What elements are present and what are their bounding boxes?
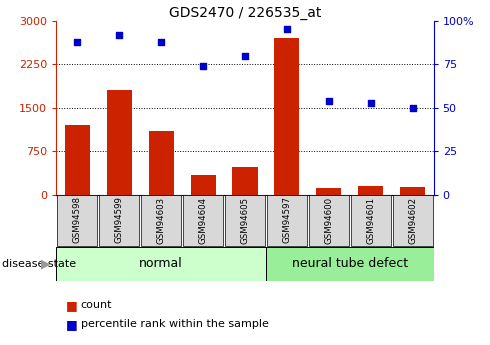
Bar	[274, 38, 299, 195]
Text: GSM94600: GSM94600	[324, 197, 333, 244]
Point	[115, 32, 123, 37]
Bar	[191, 175, 216, 195]
FancyBboxPatch shape	[141, 195, 181, 246]
Text: GSM94597: GSM94597	[282, 197, 292, 244]
Bar	[232, 167, 258, 195]
FancyBboxPatch shape	[99, 195, 139, 246]
Text: GSM94605: GSM94605	[241, 197, 249, 244]
Point	[241, 53, 249, 58]
Point	[409, 105, 416, 111]
Text: percentile rank within the sample: percentile rank within the sample	[81, 319, 269, 329]
Point	[199, 63, 207, 69]
Text: ▶: ▶	[41, 257, 51, 270]
Title: GDS2470 / 226535_at: GDS2470 / 226535_at	[169, 6, 321, 20]
Text: ■: ■	[66, 318, 78, 331]
Text: disease state: disease state	[2, 259, 76, 269]
Point	[367, 100, 375, 105]
Text: GSM94601: GSM94601	[366, 197, 375, 244]
Point	[74, 39, 81, 45]
Text: GSM94604: GSM94604	[198, 197, 208, 244]
FancyBboxPatch shape	[351, 195, 391, 246]
Bar	[107, 90, 132, 195]
FancyBboxPatch shape	[392, 195, 433, 246]
Text: neural tube defect: neural tube defect	[292, 257, 408, 270]
Point	[283, 27, 291, 32]
Text: GSM94603: GSM94603	[157, 197, 166, 244]
Bar	[358, 186, 383, 195]
Point	[325, 98, 333, 104]
Text: normal: normal	[139, 257, 183, 270]
Text: ■: ■	[66, 299, 78, 312]
Text: GSM94602: GSM94602	[408, 197, 417, 244]
FancyBboxPatch shape	[183, 195, 223, 246]
Bar	[148, 131, 174, 195]
Bar	[65, 125, 90, 195]
FancyBboxPatch shape	[266, 247, 434, 281]
FancyBboxPatch shape	[56, 247, 266, 281]
FancyBboxPatch shape	[57, 195, 98, 246]
Text: GSM94599: GSM94599	[115, 197, 124, 243]
Bar	[400, 187, 425, 195]
FancyBboxPatch shape	[225, 195, 265, 246]
Text: GSM94598: GSM94598	[73, 197, 82, 244]
FancyBboxPatch shape	[309, 195, 349, 246]
FancyBboxPatch shape	[267, 195, 307, 246]
Point	[157, 39, 165, 45]
Bar	[316, 188, 342, 195]
Text: count: count	[81, 300, 112, 310]
